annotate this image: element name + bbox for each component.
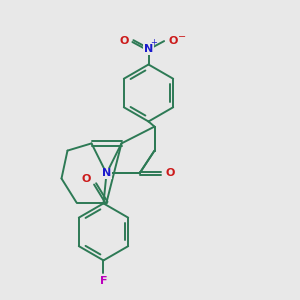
Text: N: N	[102, 168, 111, 178]
Text: O: O	[81, 173, 91, 184]
Text: +: +	[150, 38, 157, 47]
Text: O: O	[165, 168, 175, 178]
Text: N: N	[144, 44, 153, 55]
Text: O: O	[119, 36, 129, 46]
Text: −: −	[178, 32, 186, 42]
Text: O: O	[168, 36, 178, 46]
Text: F: F	[100, 276, 107, 286]
